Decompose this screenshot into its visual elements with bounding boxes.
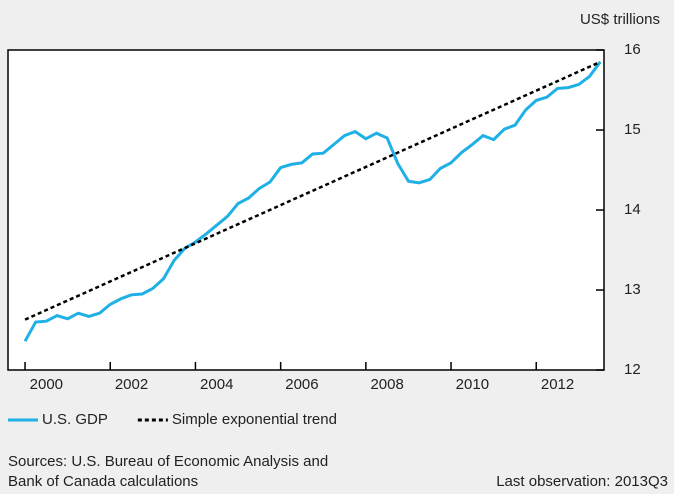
x-tick-label: 2008 — [370, 376, 403, 393]
y-tick-label: 15 — [624, 121, 641, 138]
x-tick-label: 2000 — [30, 376, 63, 393]
y-tick-label: 13 — [624, 281, 641, 298]
axis-label: US$ trillions — [580, 11, 660, 28]
note: Last observation: 2013Q3 — [496, 473, 668, 490]
series-line — [24, 60, 601, 321]
x-tick-label: 2012 — [541, 376, 574, 393]
legend-label: Simple exponential trend — [172, 411, 337, 428]
plot-frame — [7, 49, 605, 371]
y-tick-label: 16 — [624, 41, 641, 58]
source: Bank of Canada calculations — [8, 473, 198, 490]
plot-area — [8, 50, 604, 370]
x-tick-label: 2002 — [115, 376, 148, 393]
x-tick-label: 2006 — [285, 376, 318, 393]
legend-label: U.S. GDP — [42, 411, 108, 428]
series-line — [23, 61, 602, 342]
x-tick-label: 2004 — [200, 376, 233, 393]
source: Sources: U.S. Bureau of Economic Analysi… — [8, 453, 328, 470]
y-tick-label: 14 — [624, 201, 641, 218]
y-tick-label: 12 — [624, 361, 641, 378]
x-tick-label: 2010 — [456, 376, 489, 393]
